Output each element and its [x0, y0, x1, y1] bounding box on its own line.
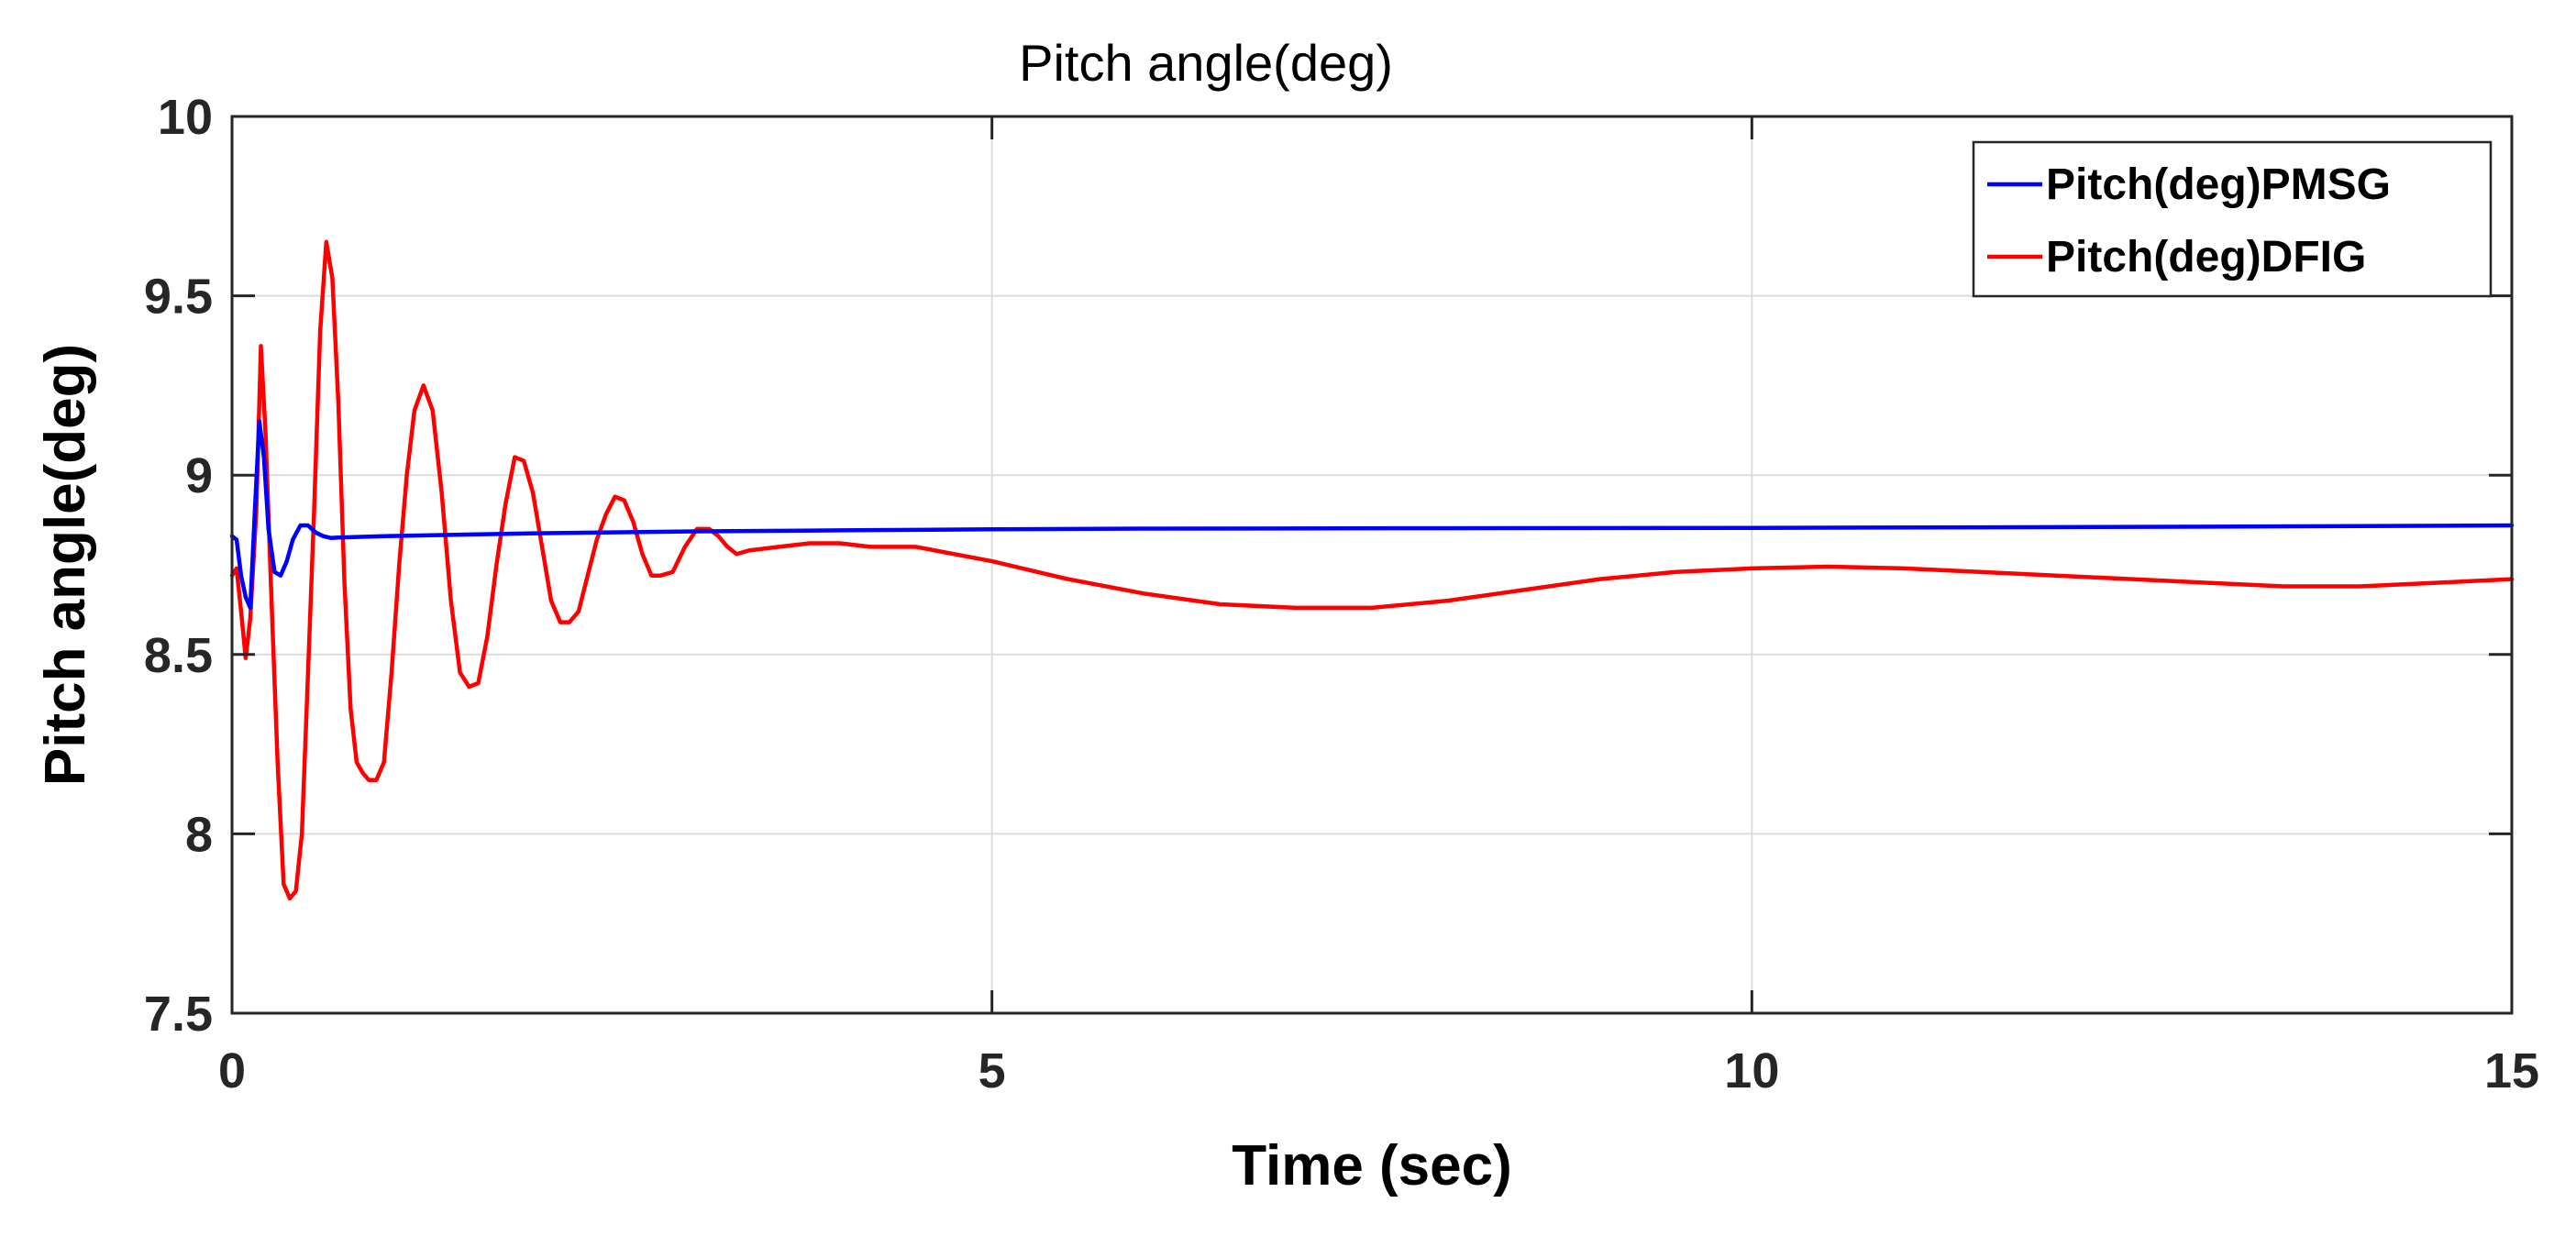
legend-dfig-label: Pitch(deg)DFIG	[2046, 233, 2366, 281]
y-axis-label: Pitch angle(deg)	[34, 344, 97, 786]
x-tick-label: 5	[978, 1043, 1006, 1098]
series-pmsg-line	[229, 419, 2515, 611]
y-tick-label: 8.5	[144, 628, 213, 683]
grid	[232, 116, 2512, 1013]
x-axis-label: Time (sec)	[1232, 1134, 1512, 1197]
plot-area-frame	[230, 115, 2514, 1015]
series-layer	[229, 239, 2515, 901]
x-tick-label: 15	[2484, 1043, 2539, 1098]
y-tick-label: 9	[185, 448, 213, 503]
y-tick-label: 10	[158, 90, 213, 145]
ticks	[230, 115, 2514, 1015]
series-dfig-line	[229, 239, 2515, 901]
y-tick-labels: 7.5 8 8.5 9 9.5 10	[144, 90, 213, 1042]
x-tick-labels: 0 5 10 15	[218, 1043, 2539, 1098]
legend-box	[1972, 140, 2493, 298]
chart-title: Pitch angle(deg)	[1019, 34, 1393, 92]
x-tick-label: 10	[1724, 1043, 1779, 1098]
x-tick-label: 0	[218, 1043, 246, 1098]
legend: Pitch(deg)PMSG Pitch(deg)DFIG	[1972, 140, 2493, 298]
y-tick-label: 9.5	[144, 270, 213, 325]
legend-pmsg-label: Pitch(deg)PMSG	[2046, 160, 2391, 209]
y-tick-label: 7.5	[144, 987, 213, 1042]
y-tick-label: 8	[185, 807, 213, 862]
